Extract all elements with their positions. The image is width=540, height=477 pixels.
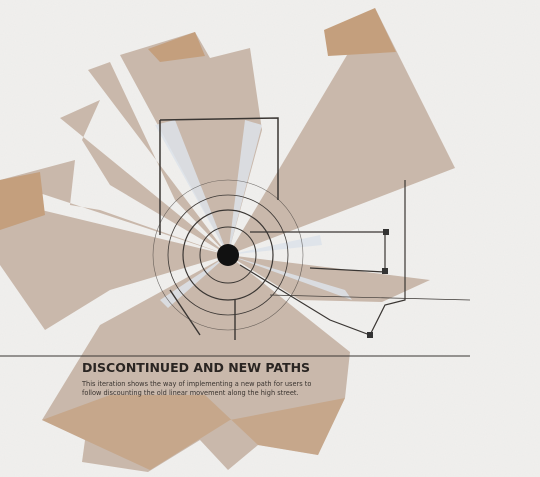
node xyxy=(382,268,388,274)
title: DISCONTINUED AND NEW PATHS xyxy=(82,360,310,375)
collage: DISCONTINUED AND NEW PATHS This iteratio… xyxy=(0,0,540,477)
description-line: follow discounting the old linear moveme… xyxy=(82,389,299,397)
description-line: This iteration shows the way of implemen… xyxy=(81,380,311,388)
center-dot xyxy=(217,244,239,266)
node xyxy=(367,332,373,338)
page: DISCONTINUED AND NEW PATHS This iteratio… xyxy=(0,0,540,477)
node xyxy=(383,229,389,235)
